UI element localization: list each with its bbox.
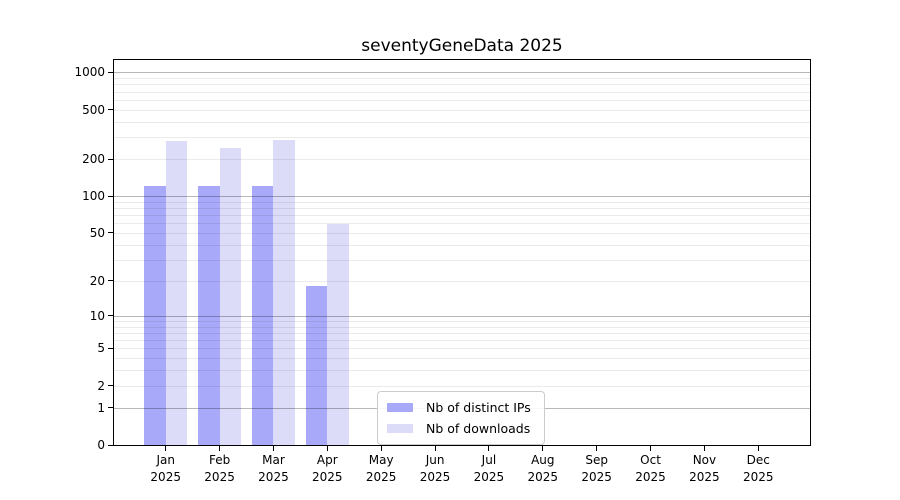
y-tick-label: 1000 [74,65,105,80]
bar-downloads [327,224,349,445]
legend-swatch [387,403,413,412]
plot-area [114,60,810,445]
x-tick-mark [272,446,274,451]
x-tick-label: May 2025 [365,453,397,484]
gridline-minor [114,280,810,282]
x-tick-label: Apr 2025 [312,453,343,484]
gridline-minor [114,84,810,86]
x-tick-label: Dec 2025 [743,453,774,484]
y-tick-mark [108,71,113,73]
bar-downloads [165,140,188,445]
gridline-minor [114,370,810,372]
y-tick-mark [108,315,113,317]
x-tick-label: Mar 2025 [258,453,289,484]
x-tick-label: Aug 2025 [527,453,559,484]
bar-distinct-ips [305,286,328,445]
bar-downloads [219,148,242,445]
bar-distinct-ips [251,185,274,445]
y-tick-label: 200 [82,152,105,167]
legend-item: Nb of distinct IPs [387,397,535,418]
x-tick-mark [596,446,598,451]
x-tick-mark [165,446,167,451]
gridline-minor [114,109,810,111]
gridline-minor [114,208,810,210]
x-tick-label: Oct 2025 [635,453,666,484]
gridline-minor [114,358,810,360]
legend-swatch [387,424,413,433]
gridline-minor [114,159,810,161]
gridline-major [114,196,810,198]
x-tick-label: Feb 2025 [204,453,235,484]
x-tick-mark [542,446,544,451]
x-tick-mark [326,446,328,451]
gridline-major [114,315,810,317]
gridline-minor [114,320,810,322]
legend: Nb of distinct IPs Nb of downloads [377,391,545,445]
y-tick-mark [108,232,113,234]
bar-downloads [273,140,295,445]
y-tick-mark [108,109,113,111]
y-tick-mark [108,347,113,349]
y-tick-mark [108,195,113,197]
y-tick-mark [108,444,113,446]
x-tick-mark [650,446,652,451]
y-tick-mark [108,385,113,387]
chart-title: seventyGeneData 2025 [361,36,563,56]
x-tick-label: Jan 2025 [150,453,181,484]
gridline-minor [114,99,810,101]
legend-label: Nb of downloads [426,420,531,436]
y-tick-label: 0 [97,438,105,452]
gridline-minor [114,332,810,334]
y-tick-label: 50 [89,225,105,240]
x-tick-label: Nov 2025 [689,453,720,484]
y-tick-mark [108,158,113,160]
gridline-minor [114,137,810,139]
gridline-minor [114,232,810,234]
bar-distinct-ips [144,186,166,445]
gridline-minor [114,91,810,93]
y-tick-label: 2 [97,378,105,393]
x-tick-mark [219,446,221,451]
y-tick-mark [108,407,113,409]
x-tick-mark [703,446,705,451]
y-tick-label: 20 [89,273,105,288]
y-tick-label: 5 [97,341,105,356]
gridline-minor [114,78,810,80]
gridline-minor [114,326,810,328]
x-tick-label: Jul 2025 [473,453,505,484]
gridline-major [114,72,810,74]
x-tick-label: Jun 2025 [419,453,451,484]
gridline-minor [114,340,810,342]
y-tick-label: 100 [82,189,105,204]
legend-label: Nb of distinct IPs [426,399,531,415]
gridline-minor [114,223,810,225]
x-tick-mark [488,446,490,451]
y-tick-label: 1 [97,400,105,415]
gridline-minor [114,244,810,246]
x-tick-label: Sep 2025 [581,453,612,484]
x-tick-mark [757,446,759,451]
legend-item: Nb of downloads [387,418,535,439]
gridline-minor [114,215,810,217]
x-tick-mark [434,446,436,451]
bar-distinct-ips [198,185,220,445]
y-tick-label: 10 [89,308,105,323]
y-tick-mark [108,280,113,282]
gridline-minor [114,201,810,203]
gridline-minor [114,348,810,350]
y-tick-label: 500 [82,102,105,117]
gridline-minor [114,259,810,261]
gridline-minor [114,385,810,387]
gridline-minor [114,121,810,123]
x-tick-mark [380,446,382,451]
